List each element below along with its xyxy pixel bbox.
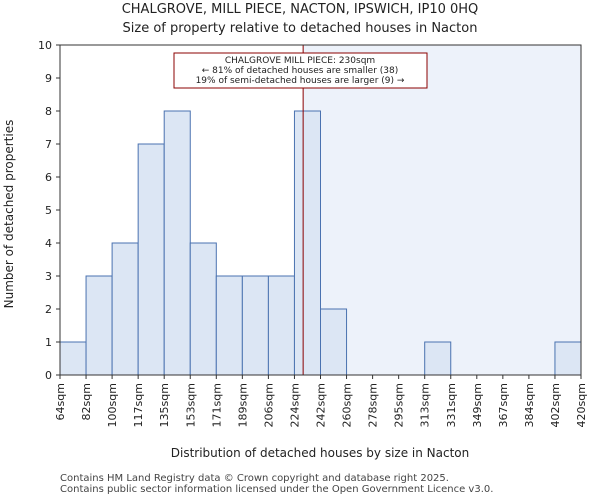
footer-line-1: Contains HM Land Registry data © Crown c… [60,473,449,484]
x-tick-label: 100sqm [106,383,119,427]
x-tick-label: 367sqm [497,383,510,427]
x-tick-label: 295sqm [393,383,406,427]
bars-layer [59,45,582,376]
bar [189,242,217,376]
annotation-layer: CHALGROVE MILL PIECE: 230sqm ← 81% of de… [173,52,428,89]
x-tick-label: 402sqm [549,383,562,427]
x-axis-label: Distribution of detached houses by size … [171,446,469,460]
x-tick-label: 224sqm [288,383,301,427]
axes-layer: 0 1 2 3 4 5 6 7 8 9 10 64sqm 82sqm 100sqm 117sqm 135sqm… [38,39,588,427]
y-tick-label: 1 [45,336,52,349]
bar [320,308,348,376]
bar [241,275,269,376]
highlight-region-layer [303,45,581,375]
larger-region [303,45,581,375]
x-tick-label: 64sqm [54,383,67,420]
bar [293,110,322,376]
y-tick-label: 7 [45,138,52,151]
y-axis-label: Number of detached properties [2,120,16,309]
x-tick-label: 189sqm [236,383,249,427]
chart-subtitle: Size of property relative to detached ho… [122,21,478,36]
bar [554,341,582,376]
x-tick-label: 260sqm [341,383,354,427]
bar [267,275,295,376]
x-tick-label: 171sqm [210,383,223,427]
annotation-line-3: 19% of semi-detached houses are larger (… [196,76,405,86]
y-tick-label: 5 [45,204,52,217]
x-tick-label: 135sqm [158,383,171,427]
chart-title: CHALGROVE, MILL PIECE, NACTON, IPSWICH, … [121,2,479,17]
x-tick-label: 117sqm [132,383,145,427]
x-tick-label: 420sqm [575,383,588,427]
y-tick-label: 8 [45,105,52,118]
x-tick-label: 206sqm [262,383,275,427]
y-tick-label: 3 [45,270,52,283]
bar [85,275,113,376]
y-tick-label: 10 [38,39,52,52]
bar [111,242,139,376]
y-tick-label: 6 [45,171,52,184]
bar [215,275,243,376]
bar [59,341,87,376]
annotation-line-2: ← 81% of detached houses are smaller (38… [202,66,399,76]
y-tick-label: 0 [45,369,52,382]
x-tick-label: 384sqm [523,383,536,427]
annotation-box [173,52,428,89]
x-tick-label: 278sqm [367,383,380,427]
x-tick-label: 313sqm [419,383,432,427]
x-tick-label: 242sqm [315,383,328,427]
x-tick-label: 331sqm [445,383,458,427]
bar [424,341,452,376]
x-tick-label: 153sqm [184,383,197,427]
y-tick-label: 4 [45,237,52,250]
footer-line-2: Contains public sector information licen… [60,484,494,495]
x-tick-label: 82sqm [80,383,93,420]
annotation-line-1: CHALGROVE MILL PIECE: 230sqm [225,56,375,66]
x-tick-label: 349sqm [471,383,484,427]
bar [137,143,165,376]
bar [163,110,191,376]
y-tick-label: 9 [45,72,52,85]
y-tick-label: 2 [45,303,52,316]
